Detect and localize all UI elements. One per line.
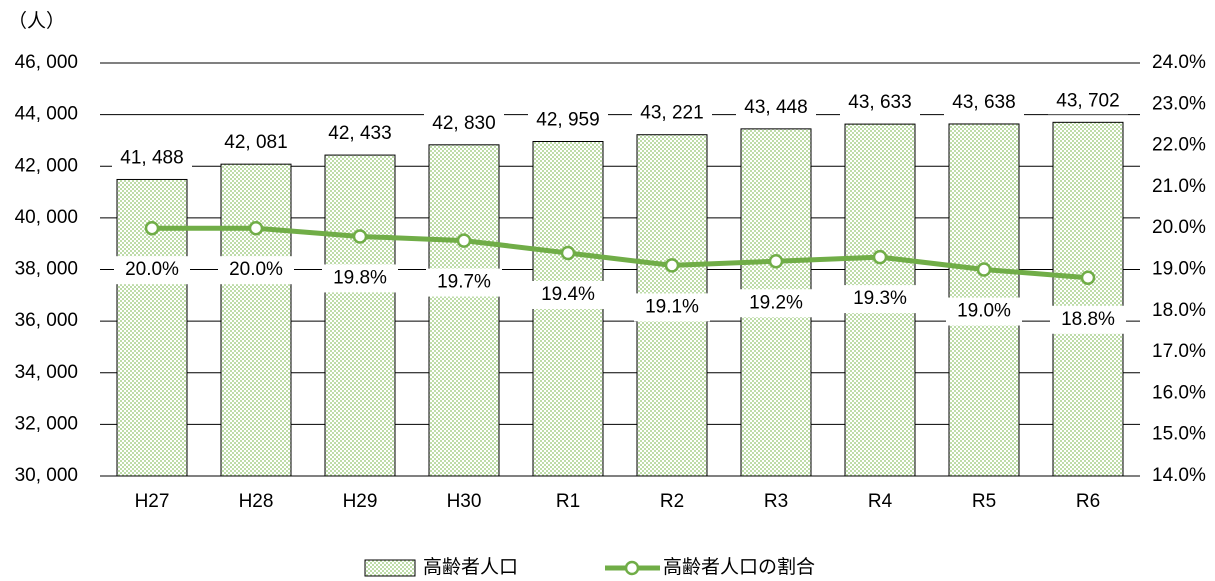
y2-tick-label: 19.0% [1152,259,1206,280]
x-tick-label: R2 [660,491,684,512]
y2-tick-label: 16.0% [1152,382,1206,403]
value-label-bg [530,280,606,309]
value-label-bg [1048,88,1128,115]
legend-swatch [364,559,416,577]
line-value-label: 19.2% [749,292,803,313]
value-label-bg [528,107,608,134]
line-value-label: 18.8% [1061,309,1115,330]
y2-tick-label: 21.0% [1152,176,1206,197]
x-tick-label: R1 [556,491,580,512]
legend-swatch-point [624,560,640,576]
value-label-bg [322,264,398,293]
x-tick-label: H29 [343,491,378,512]
bar [220,163,292,477]
bar-value-label: 42, 959 [536,110,599,131]
line [152,225,1089,281]
line-point [248,220,264,236]
value-label-bg [634,293,710,322]
line-value-label: 19.7% [437,272,491,293]
value-label-bg [736,94,816,121]
bar [324,154,396,477]
value-label-bg [320,121,400,148]
bar [428,144,500,477]
x-tick-label: R3 [764,491,788,512]
value-label-bg [426,268,502,297]
x-tick-label: R6 [1076,491,1100,512]
line-point [352,229,368,244]
x-tick-label: R4 [868,491,893,512]
line-value-label: 19.0% [957,301,1011,322]
value-label-bg [112,145,192,172]
x-tick-label: H28 [239,491,274,512]
bar-value-label: 43, 448 [744,97,807,118]
value-label-bg [840,90,920,117]
line-point [560,245,576,261]
y-tick-label: 46, 000 [15,52,78,73]
y-tick-label: 42, 000 [15,155,78,176]
value-label-bg [842,285,918,314]
value-label-bg [946,297,1022,326]
bar-value-label: 43, 702 [1056,90,1119,111]
bar-value-label: 42, 081 [224,132,287,153]
value-label-bg [1050,305,1126,334]
line-point [976,262,992,277]
legend-label: 高齢者人口の割合 [663,556,815,578]
line-value-label: 20.0% [229,259,283,280]
y-tick-label: 32, 000 [15,413,78,434]
y-tick-label: 36, 000 [15,310,78,331]
line-point [664,258,680,273]
y-tick-label: 34, 000 [15,362,78,383]
value-label-bg [632,100,712,127]
value-label-bg [944,89,1024,116]
line-value-label: 19.4% [541,284,595,305]
y2-tick-label: 23.0% [1152,93,1206,114]
y2-tick-label: 17.0% [1152,341,1206,362]
value-label-bg [114,256,190,285]
bar-value-label: 43, 633 [848,92,911,113]
bar-value-label: 42, 433 [328,123,391,144]
line-point [144,220,160,236]
line-value-label: 19.1% [645,296,699,317]
x-tick-label: R5 [972,491,996,512]
line-point [872,249,888,265]
legend-label: 高齢者人口 [423,556,518,578]
y2-tick-label: 24.0% [1152,52,1206,73]
y-tick-label: 40, 000 [15,207,78,228]
y-tick-label: 30, 000 [15,465,78,486]
bar [1052,121,1124,477]
value-label-bg [216,130,296,157]
y2-tick-label: 15.0% [1152,424,1206,445]
bar-value-label: 41, 488 [120,147,183,168]
line-value-label: 20.0% [125,259,179,280]
value-label-bg [424,110,504,137]
y-unit-label: （人） [8,10,65,32]
y-tick-label: 44, 000 [15,104,78,125]
value-label-bg [738,289,814,318]
x-tick-label: H27 [135,491,170,512]
line-point [1080,270,1096,286]
y2-tick-label: 14.0% [1152,465,1206,486]
line-point [456,233,472,248]
y2-tick-label: 22.0% [1152,135,1206,156]
y2-tick-label: 18.0% [1152,300,1206,321]
bar-value-label: 42, 830 [432,113,495,134]
y-tick-label: 38, 000 [15,259,78,280]
value-label-bg [218,256,294,285]
line-value-label: 19.8% [333,267,387,288]
y2-tick-label: 20.0% [1152,217,1206,238]
bar-value-label: 43, 221 [640,103,703,124]
line-value-label: 19.3% [853,288,907,309]
bar-value-label: 43, 638 [952,92,1015,113]
line-point [768,253,784,269]
x-tick-label: H30 [447,491,482,512]
